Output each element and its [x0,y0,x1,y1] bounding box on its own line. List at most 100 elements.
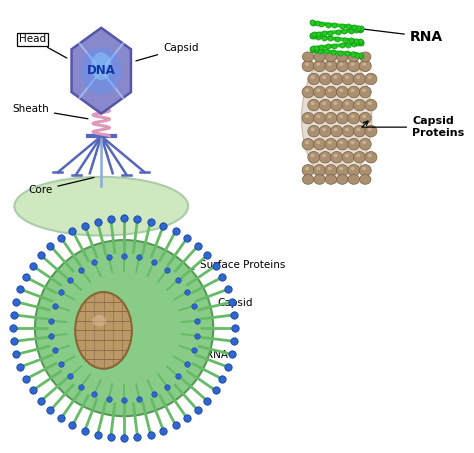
Ellipse shape [322,76,326,79]
Ellipse shape [348,164,360,176]
Point [81,427,89,434]
Ellipse shape [334,76,337,79]
Point [310,31,318,38]
Ellipse shape [328,141,332,144]
Ellipse shape [331,73,343,85]
Ellipse shape [359,174,371,184]
Ellipse shape [362,63,366,66]
Point [120,252,128,260]
Ellipse shape [362,89,366,92]
Point [357,39,365,46]
Point [69,227,76,235]
Ellipse shape [331,151,343,163]
Ellipse shape [316,115,320,118]
Point [174,373,182,380]
Point [57,361,64,368]
Point [9,324,17,332]
Point [308,45,316,53]
Point [107,434,115,441]
Point [212,262,219,270]
Ellipse shape [325,174,337,184]
Ellipse shape [359,86,371,98]
Ellipse shape [305,89,309,92]
Point [172,227,180,235]
Text: Head: Head [19,34,67,58]
Ellipse shape [325,52,337,62]
Point [47,317,55,324]
Point [203,397,211,405]
Point [353,26,360,34]
Point [312,47,319,54]
Point [314,34,322,41]
Ellipse shape [339,141,343,144]
Point [309,32,316,39]
Point [331,42,338,49]
Ellipse shape [313,139,326,150]
Point [357,24,365,32]
Point [47,332,55,339]
Ellipse shape [302,60,314,72]
Ellipse shape [305,141,309,144]
Point [17,285,24,293]
Point [334,29,341,36]
Ellipse shape [334,154,337,157]
Point [228,351,236,358]
Point [310,19,317,26]
Point [356,26,364,33]
Ellipse shape [334,101,337,105]
Point [107,216,115,223]
Ellipse shape [342,151,354,163]
Ellipse shape [319,99,331,111]
Point [183,289,191,296]
FancyBboxPatch shape [90,92,112,103]
Point [163,383,171,390]
Point [193,317,201,324]
Point [228,298,236,305]
Ellipse shape [354,125,365,137]
Ellipse shape [356,76,360,79]
Text: RNA: RNA [364,29,443,44]
Ellipse shape [313,86,326,98]
Ellipse shape [356,154,360,157]
Ellipse shape [319,151,331,163]
Ellipse shape [351,89,355,92]
Ellipse shape [328,63,332,66]
Ellipse shape [348,139,360,150]
Ellipse shape [325,164,337,176]
Ellipse shape [359,52,371,62]
Ellipse shape [356,101,360,105]
Ellipse shape [308,151,320,163]
Ellipse shape [365,99,377,111]
Point [46,407,54,414]
Ellipse shape [337,60,348,72]
Ellipse shape [337,86,348,98]
Point [190,302,197,309]
Point [309,32,316,39]
Ellipse shape [316,141,320,144]
Point [194,242,201,250]
Ellipse shape [310,101,315,105]
Ellipse shape [359,164,371,176]
Point [120,434,128,442]
Ellipse shape [319,125,331,137]
Point [347,37,355,44]
Ellipse shape [351,115,355,118]
Point [147,431,155,439]
Point [345,41,352,48]
Text: Capsid: Capsid [123,298,253,322]
Point [91,390,98,398]
Point [12,351,20,358]
Point [347,27,355,34]
Ellipse shape [345,154,349,157]
Point [57,234,65,241]
Ellipse shape [92,315,106,327]
Point [10,311,18,318]
Ellipse shape [331,99,343,111]
Ellipse shape [322,128,326,131]
Text: Capsid: Capsid [136,43,199,61]
Ellipse shape [328,115,332,118]
Ellipse shape [81,47,122,94]
Ellipse shape [337,139,348,150]
Ellipse shape [308,125,320,137]
Point [163,266,171,273]
